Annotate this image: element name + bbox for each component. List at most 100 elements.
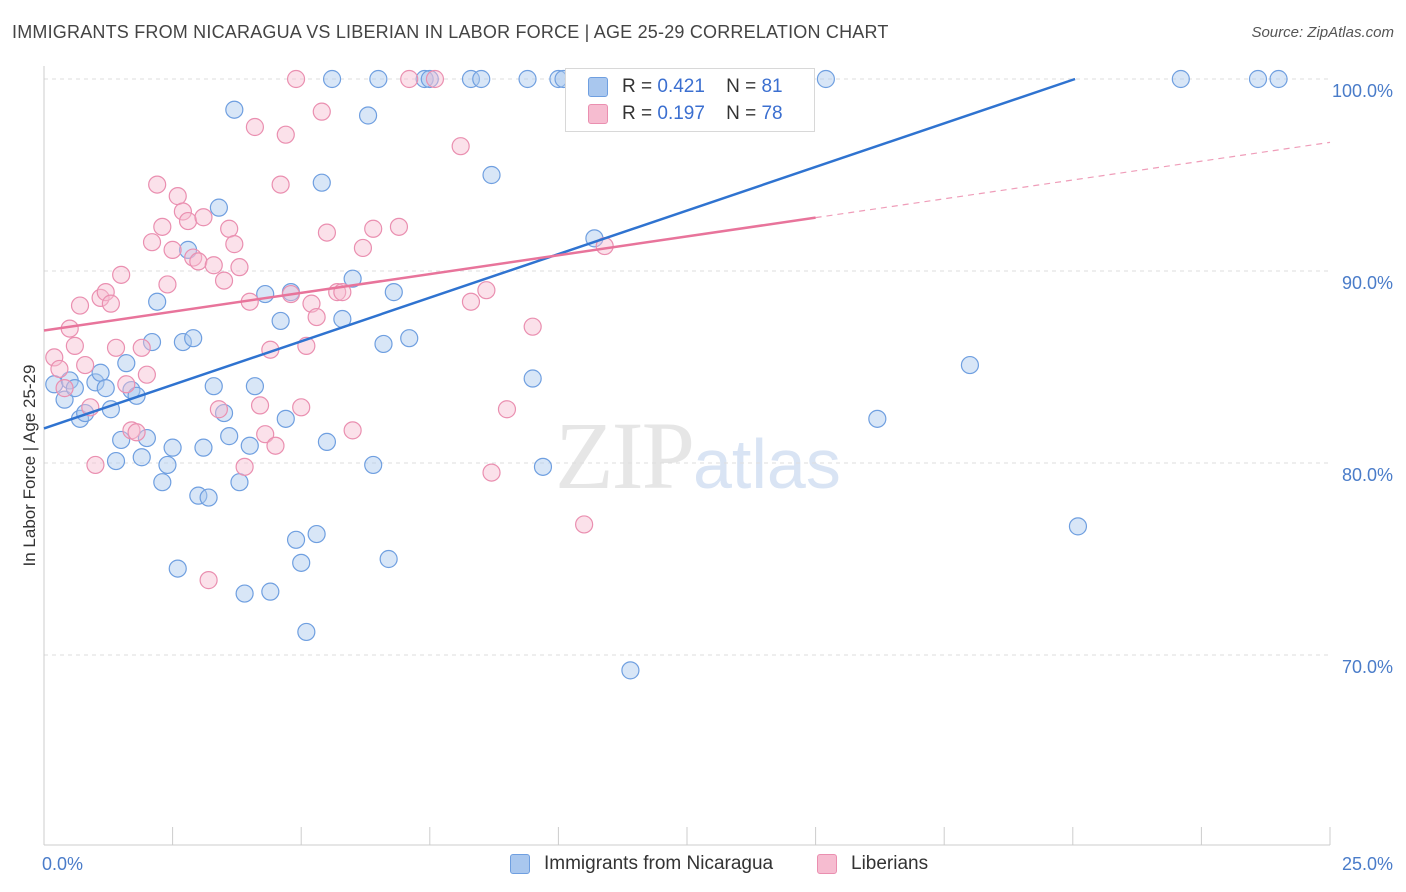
point-liberians — [199, 571, 218, 590]
point-liberians — [353, 238, 373, 258]
point-nicaragua — [96, 379, 115, 398]
point-liberians — [194, 208, 213, 227]
point-liberians — [220, 219, 239, 238]
point-nicaragua — [621, 661, 640, 680]
stats-legend-row-nicaragua: R = 0.421 N = 81 — [588, 74, 783, 100]
point-liberians — [91, 288, 110, 307]
point-liberians — [86, 455, 105, 475]
n-label: N = — [726, 76, 757, 97]
point-nicaragua — [230, 473, 249, 492]
point-liberians — [497, 400, 517, 419]
point-nicaragua — [209, 198, 228, 217]
point-nicaragua — [1171, 69, 1190, 89]
point-liberians — [173, 202, 192, 221]
legend-label: Liberians — [851, 853, 929, 874]
legend-swatch-pink — [817, 854, 837, 874]
point-liberians — [271, 175, 290, 194]
point-liberians — [235, 457, 254, 476]
watermark: ZIPatlas — [555, 400, 841, 511]
legend-swatch-pink — [588, 104, 608, 124]
point-liberians — [225, 235, 244, 254]
point-nicaragua — [292, 553, 311, 572]
point-nicaragua — [276, 409, 295, 428]
r-value: 0.197 — [657, 103, 705, 124]
point-nicaragua — [358, 106, 378, 125]
y-axis-label: In Labor Force | Age 25-29 — [20, 365, 39, 567]
point-nicaragua — [286, 530, 306, 549]
point-nicaragua — [343, 269, 362, 288]
point-liberians — [178, 211, 198, 231]
n-value: 81 — [761, 76, 783, 97]
point-nicaragua — [91, 363, 110, 382]
point-nicaragua — [379, 549, 398, 569]
point-liberians — [96, 283, 115, 302]
point-liberians — [276, 125, 295, 144]
point-nicaragua — [184, 329, 203, 348]
point-liberians — [153, 217, 172, 236]
point-nicaragua — [1269, 69, 1288, 89]
legend-item-liberians[interactable]: Liberians — [817, 852, 928, 876]
point-nicaragua — [142, 332, 162, 352]
point-nicaragua — [1248, 69, 1268, 89]
point-liberians — [245, 117, 265, 137]
point-nicaragua — [523, 369, 542, 388]
point-nicaragua — [415, 69, 434, 89]
point-nicaragua — [199, 488, 218, 507]
point-liberians — [101, 294, 120, 313]
point-liberians — [158, 275, 177, 294]
point-liberians — [127, 423, 146, 442]
point-liberians — [50, 359, 69, 379]
trendline-liberians — [43, 216, 816, 332]
point-nicaragua — [400, 329, 419, 348]
point-liberians — [76, 355, 95, 375]
point-liberians — [142, 233, 162, 252]
point-liberians — [65, 336, 84, 355]
point-nicaragua — [220, 427, 239, 446]
point-nicaragua — [153, 473, 172, 492]
point-nicaragua — [271, 311, 290, 331]
point-liberians — [389, 217, 409, 236]
point-nicaragua — [261, 582, 280, 601]
point-liberians — [302, 294, 321, 313]
point-nicaragua — [132, 448, 151, 467]
point-nicaragua — [65, 379, 84, 398]
point-nicaragua — [86, 373, 105, 392]
point-nicaragua — [868, 409, 887, 428]
point-liberians — [148, 175, 167, 194]
point-nicaragua — [106, 451, 126, 471]
point-liberians — [307, 307, 326, 327]
point-liberians — [70, 296, 90, 315]
point-liberians — [209, 400, 228, 419]
point-nicaragua — [1068, 517, 1088, 536]
point-nicaragua — [317, 432, 337, 451]
point-nicaragua — [173, 332, 192, 352]
point-nicaragua — [76, 403, 95, 423]
point-nicaragua — [194, 438, 213, 457]
point-liberians — [292, 398, 311, 417]
trendline-nicaragua — [43, 77, 1076, 430]
point-liberians — [117, 375, 136, 394]
point-nicaragua — [420, 69, 439, 89]
point-nicaragua — [322, 69, 342, 89]
legend-item-nicaragua[interactable]: Immigrants from Nicaragua — [510, 852, 773, 876]
point-nicaragua — [533, 457, 553, 476]
stats-legend: R = 0.421 N = 81 R = 0.197 N = 78 — [565, 68, 815, 132]
point-liberians — [55, 379, 74, 398]
point-nicaragua — [148, 292, 167, 311]
point-liberians — [312, 102, 331, 121]
point-nicaragua — [245, 377, 265, 396]
source-credit: Source: ZipAtlas.com — [1251, 24, 1394, 41]
point-nicaragua — [225, 100, 244, 119]
point-liberians — [575, 515, 594, 534]
point-nicaragua — [137, 428, 156, 448]
n-value: 78 — [761, 103, 783, 124]
legend-swatch-blue — [510, 854, 530, 874]
legend-swatch-blue — [588, 77, 608, 97]
point-nicaragua — [297, 622, 316, 642]
point-liberians — [137, 365, 156, 384]
point-nicaragua — [117, 354, 136, 373]
y-tick-label: 80.0% — [1342, 465, 1393, 485]
legend-label: Immigrants from Nicaragua — [544, 853, 774, 874]
point-liberians — [317, 223, 337, 242]
